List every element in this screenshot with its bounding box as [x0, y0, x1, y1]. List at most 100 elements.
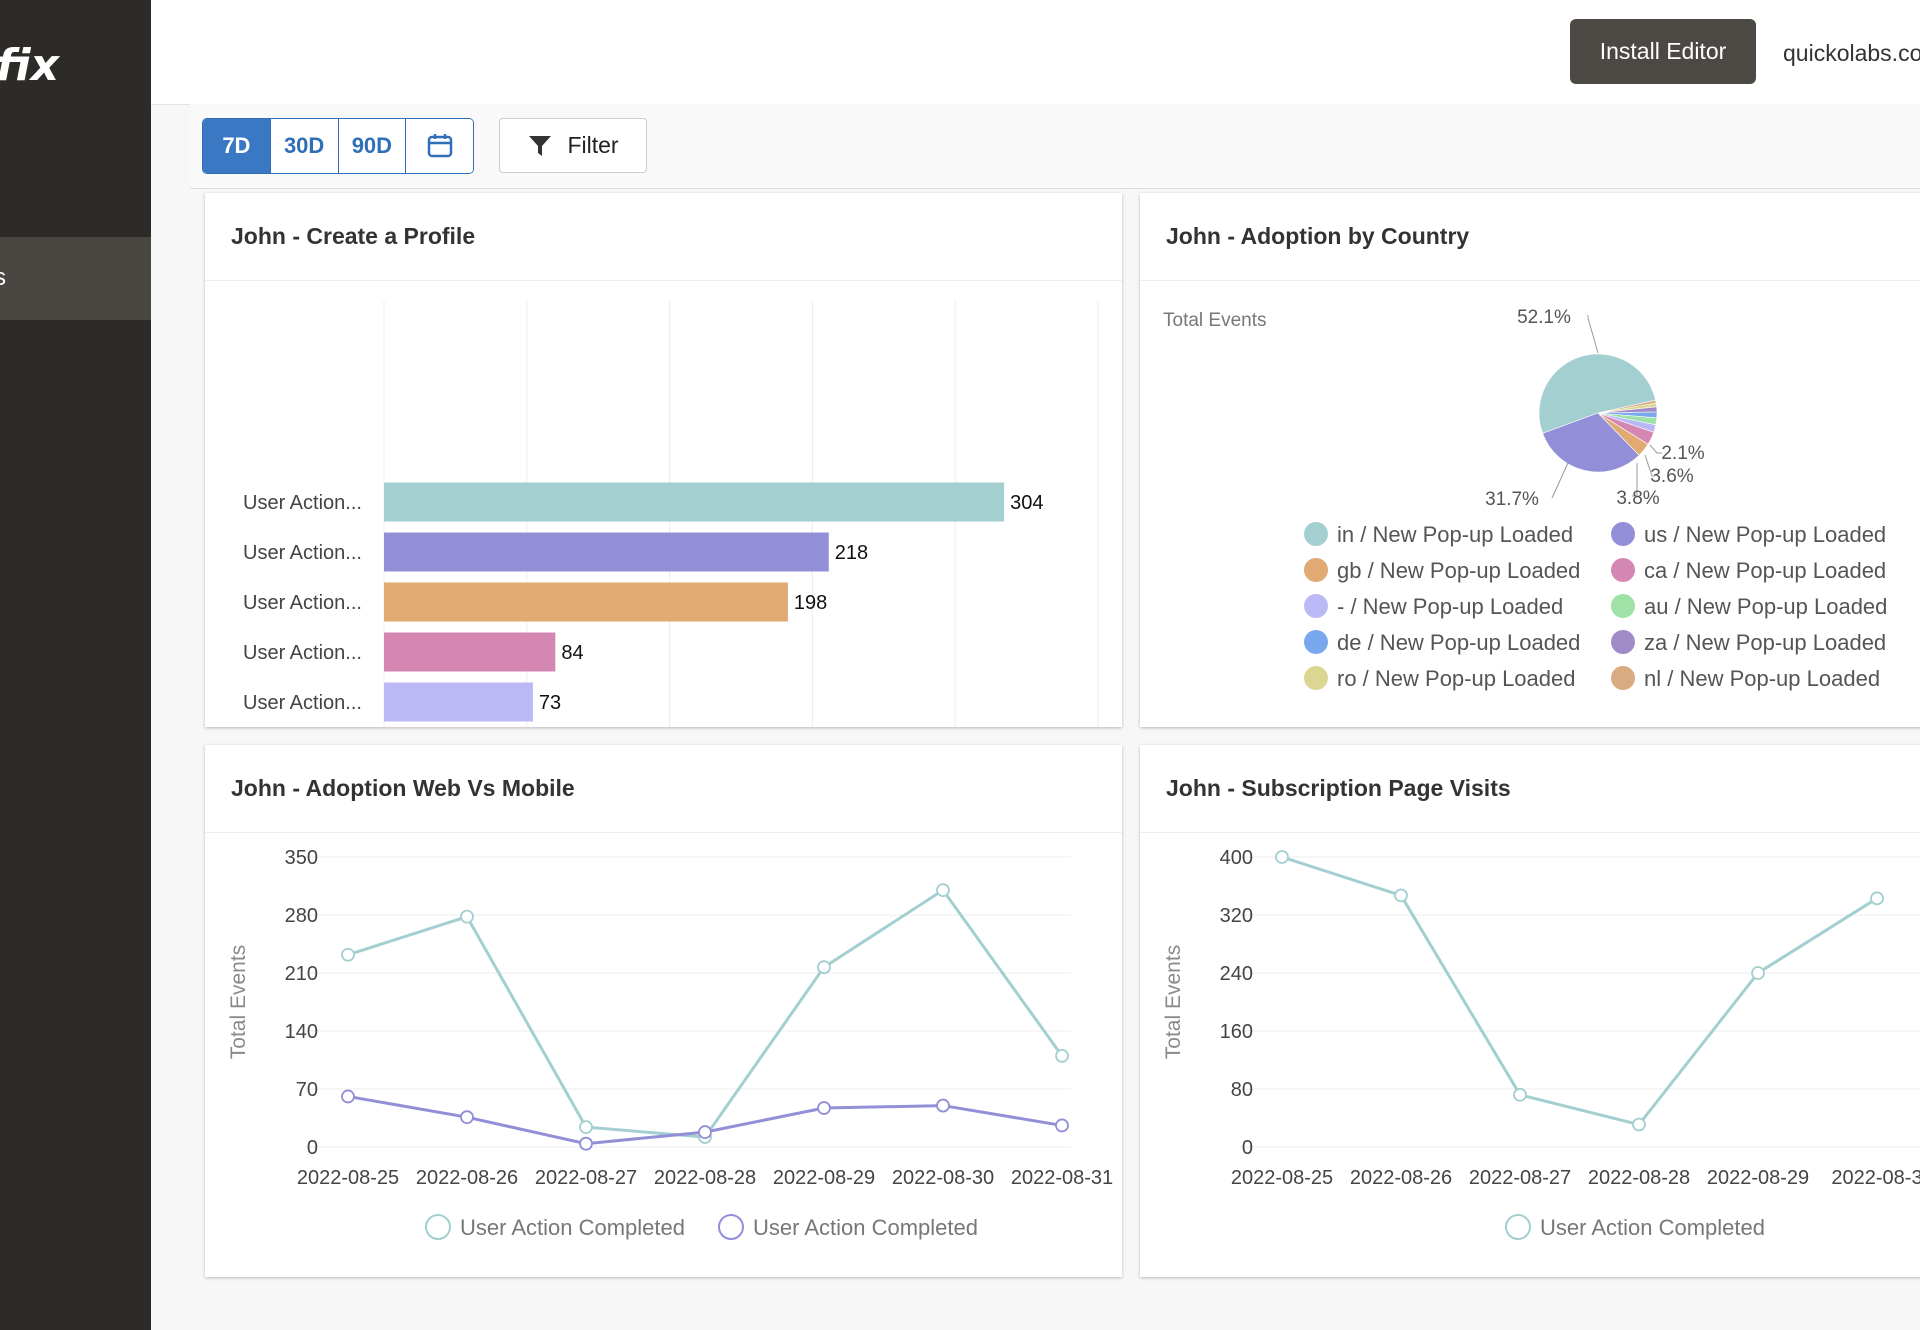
filter-icon: [529, 135, 552, 156]
data-point: [936, 1098, 950, 1113]
install-editor-button[interactable]: Install Editor: [1570, 19, 1756, 84]
pie-leader-line: [1551, 462, 1569, 499]
bar: [384, 482, 1005, 522]
y-tick-label: 210: [285, 963, 318, 985]
pie-leader-line: [1644, 454, 1655, 477]
filter-button[interactable]: Filter: [499, 118, 647, 173]
legend-label: za / New Pop-up Loaded: [1644, 630, 1886, 655]
data-point: [460, 1110, 474, 1125]
pie-leader-line: [1649, 444, 1662, 454]
y-axis-label: Total Events: [1162, 945, 1185, 1059]
bar: [384, 682, 533, 722]
data-point: [936, 883, 950, 898]
pie-slice: [1597, 399, 1657, 414]
x-tick-label: 2022-08-28: [654, 1167, 756, 1189]
data-point: [1055, 1118, 1069, 1133]
legend-marker: [1304, 522, 1328, 546]
card-subscription-visits: John - Subscription Page Visits 0 80 160 24…: [1140, 745, 1920, 1277]
x-tick-label: 2022-08-27: [535, 1167, 637, 1189]
legend-label: User Action Completed: [753, 1215, 978, 1240]
data-point: [341, 1089, 355, 1104]
series-line: [1281, 855, 1878, 1127]
data-point: [1055, 1048, 1069, 1063]
card-title: John - Adoption by Country: [1166, 223, 1470, 249]
legend-label: au / New Pop-up Loaded: [1644, 594, 1887, 619]
date-toolbar: 7D 30D 90D Filter: [190, 104, 1920, 189]
legend-marker: [1611, 522, 1635, 546]
card-title: John - Subscription Page Visits: [1166, 775, 1511, 801]
category-label: User Action...: [243, 692, 362, 714]
pie-pct-label: 3.8%: [1616, 488, 1659, 509]
card-title: John - Adoption Web Vs Mobile: [231, 775, 575, 801]
data-point: [579, 1120, 593, 1135]
data-point: [817, 1101, 831, 1115]
sidebar-item-active[interactable]: s: [0, 237, 151, 320]
sidebar: fix s: [0, 0, 151, 1330]
legend-marker: [718, 1214, 744, 1240]
pie-pct-label: 31.7%: [1485, 489, 1539, 510]
pie-leader-line: [1632, 463, 1638, 497]
legend-label: ro / New Pop-up Loaded: [1337, 666, 1576, 691]
y-tick-label: 80: [1231, 1079, 1253, 1101]
legend-marker: [1505, 1214, 1531, 1240]
series-line: [347, 888, 1064, 1139]
legend-marker: [1304, 666, 1328, 690]
legend-label: in / New Pop-up Loaded: [1337, 522, 1573, 547]
range-7d-button[interactable]: 7D: [203, 119, 271, 173]
pie-leader-line: [1587, 315, 1599, 354]
card-title: John - Create a Profile: [231, 223, 476, 249]
range-30d-button[interactable]: 30D: [270, 119, 339, 173]
card-web-vs-mobile: John - Adoption Web Vs Mobile 0 70 140 210 2…: [205, 745, 1122, 1277]
legend-marker: [1611, 666, 1635, 690]
bar-value-label: 84: [561, 642, 583, 664]
x-tick-label: 2022-08-25: [297, 1167, 399, 1189]
data-point: [817, 960, 831, 975]
pie-slice: [1542, 412, 1640, 473]
data-point: [1751, 966, 1765, 980]
x-tick-label: 2022-08-27: [1469, 1167, 1571, 1189]
data-point: [1870, 891, 1884, 906]
legend-marker: [1611, 558, 1635, 582]
data-point: [341, 947, 355, 962]
y-tick-label: 280: [285, 905, 318, 927]
x-tick-label: 2022-08-25: [1231, 1167, 1333, 1189]
line-chart: 0 80 160 240 320 400 2022-08-25 2022-08-26 2022-…: [1162, 847, 1920, 1240]
legend-marker: [1304, 594, 1328, 618]
legend-label: User Action Completed: [1540, 1215, 1765, 1240]
date-range-group: 7D 30D 90D: [202, 118, 474, 174]
legend-marker: [1611, 630, 1635, 654]
card-adoption-country: John - Adoption by Country Total Events 5…: [1140, 193, 1920, 727]
category-label: User Action...: [243, 592, 362, 614]
x-tick-label: 2022-08-26: [416, 1167, 518, 1189]
category-label: User Action...: [243, 542, 362, 564]
pie-pct-label: 3.6%: [1650, 466, 1693, 487]
legend-label: ca / New Pop-up Loaded: [1644, 558, 1886, 583]
legend-label: nl / New Pop-up Loaded: [1644, 666, 1880, 691]
bar-value-label: 73: [539, 692, 561, 714]
x-tick-label: 2022-08-29: [1707, 1167, 1809, 1189]
y-tick-label: 140: [285, 1021, 318, 1043]
range-90d-button[interactable]: 90D: [338, 119, 407, 173]
legend-marker: [1611, 594, 1635, 618]
data-point: [1275, 850, 1289, 864]
data-point: [460, 909, 474, 924]
x-tick-label: 2022-08-28: [1588, 1167, 1690, 1189]
sidebar-item-label: s: [0, 264, 6, 291]
y-tick-label: 320: [1220, 905, 1253, 927]
data-point: [698, 1125, 712, 1139]
bar-value-label: 198: [794, 592, 827, 614]
calendar-button[interactable]: [406, 119, 473, 173]
x-tick-label: 2022-08-31: [1011, 1167, 1113, 1189]
y-axis-label: Total Events: [227, 945, 250, 1059]
data-point: [1394, 888, 1408, 903]
calendar-icon: [427, 134, 452, 158]
bar-value-label: 304: [1010, 492, 1043, 514]
account-domain[interactable]: quickolabs.co: [1783, 40, 1920, 66]
legend-label: User Action Completed: [460, 1215, 685, 1240]
legend-label: us / New Pop-up Loaded: [1644, 522, 1886, 547]
category-label: User Action...: [243, 642, 362, 664]
top-bar: Install Editor quickolabs.co: [151, 0, 1920, 105]
bar: [384, 532, 829, 572]
y-tick-label: 70: [296, 1079, 318, 1101]
